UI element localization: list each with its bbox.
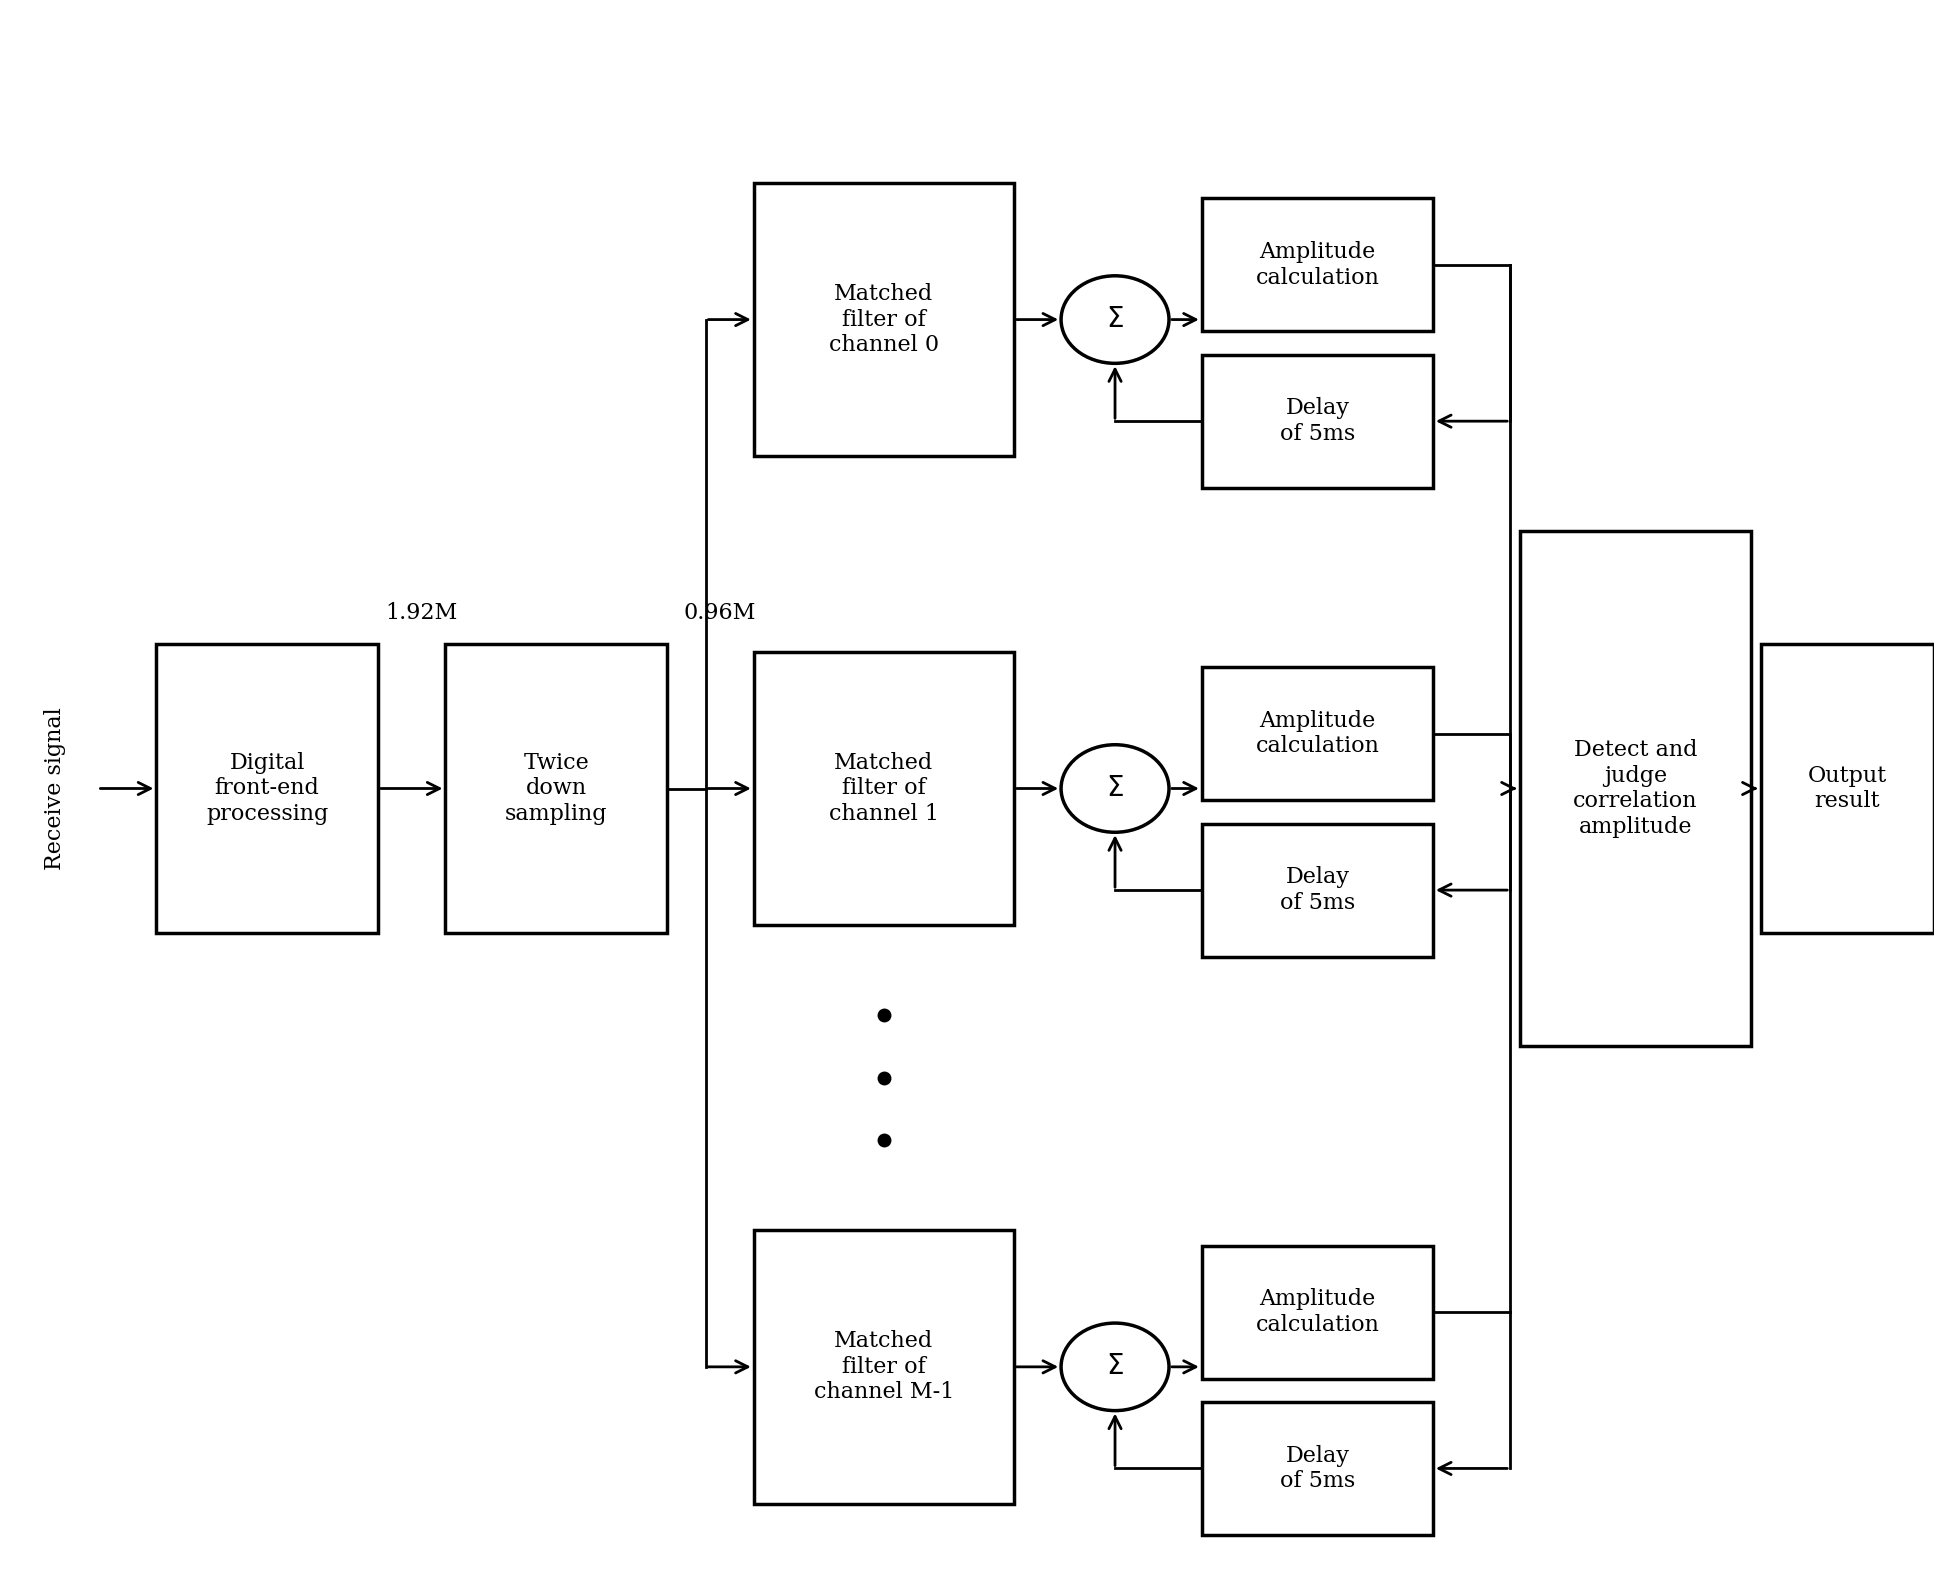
Text: Receive signal: Receive signal — [45, 706, 66, 871]
Text: Matched
filter of
channel 1: Matched filter of channel 1 — [829, 752, 939, 825]
Text: Output
result: Output result — [1807, 765, 1887, 812]
Text: $\Sigma$: $\Sigma$ — [1106, 1353, 1124, 1380]
FancyBboxPatch shape — [157, 643, 378, 934]
Text: Detect and
judge
correlation
amplitude: Detect and judge correlation amplitude — [1572, 740, 1698, 837]
Circle shape — [1062, 276, 1168, 363]
Text: Digital
front-end
processing: Digital front-end processing — [206, 752, 328, 825]
FancyBboxPatch shape — [1201, 199, 1432, 331]
Text: Delay
of 5ms: Delay of 5ms — [1279, 1445, 1355, 1492]
Text: Twice
down
sampling: Twice down sampling — [505, 752, 608, 825]
FancyBboxPatch shape — [1201, 1246, 1432, 1378]
Circle shape — [1062, 1323, 1168, 1410]
FancyBboxPatch shape — [753, 1230, 1013, 1503]
FancyBboxPatch shape — [1201, 1402, 1432, 1534]
Text: Matched
filter of
channel 0: Matched filter of channel 0 — [829, 284, 939, 356]
FancyBboxPatch shape — [753, 651, 1013, 926]
Text: 0.96M: 0.96M — [683, 602, 757, 624]
Text: Amplitude
calculation: Amplitude calculation — [1256, 1288, 1380, 1336]
FancyBboxPatch shape — [1201, 667, 1432, 800]
Text: 1.92M: 1.92M — [384, 602, 458, 624]
FancyBboxPatch shape — [753, 183, 1013, 456]
Text: Matched
filter of
channel M-1: Matched filter of channel M-1 — [813, 1331, 953, 1404]
FancyBboxPatch shape — [1760, 643, 1933, 934]
Text: Delay
of 5ms: Delay of 5ms — [1279, 866, 1355, 913]
Text: $\Sigma$: $\Sigma$ — [1106, 774, 1124, 803]
Text: Amplitude
calculation: Amplitude calculation — [1256, 241, 1380, 289]
Text: $\Sigma$: $\Sigma$ — [1106, 306, 1124, 333]
FancyBboxPatch shape — [1201, 823, 1432, 957]
Text: Delay
of 5ms: Delay of 5ms — [1279, 397, 1355, 445]
Text: Amplitude
calculation: Amplitude calculation — [1256, 710, 1380, 757]
FancyBboxPatch shape — [444, 643, 668, 934]
FancyBboxPatch shape — [1520, 530, 1751, 1047]
Circle shape — [1062, 744, 1168, 833]
FancyBboxPatch shape — [1201, 355, 1432, 487]
